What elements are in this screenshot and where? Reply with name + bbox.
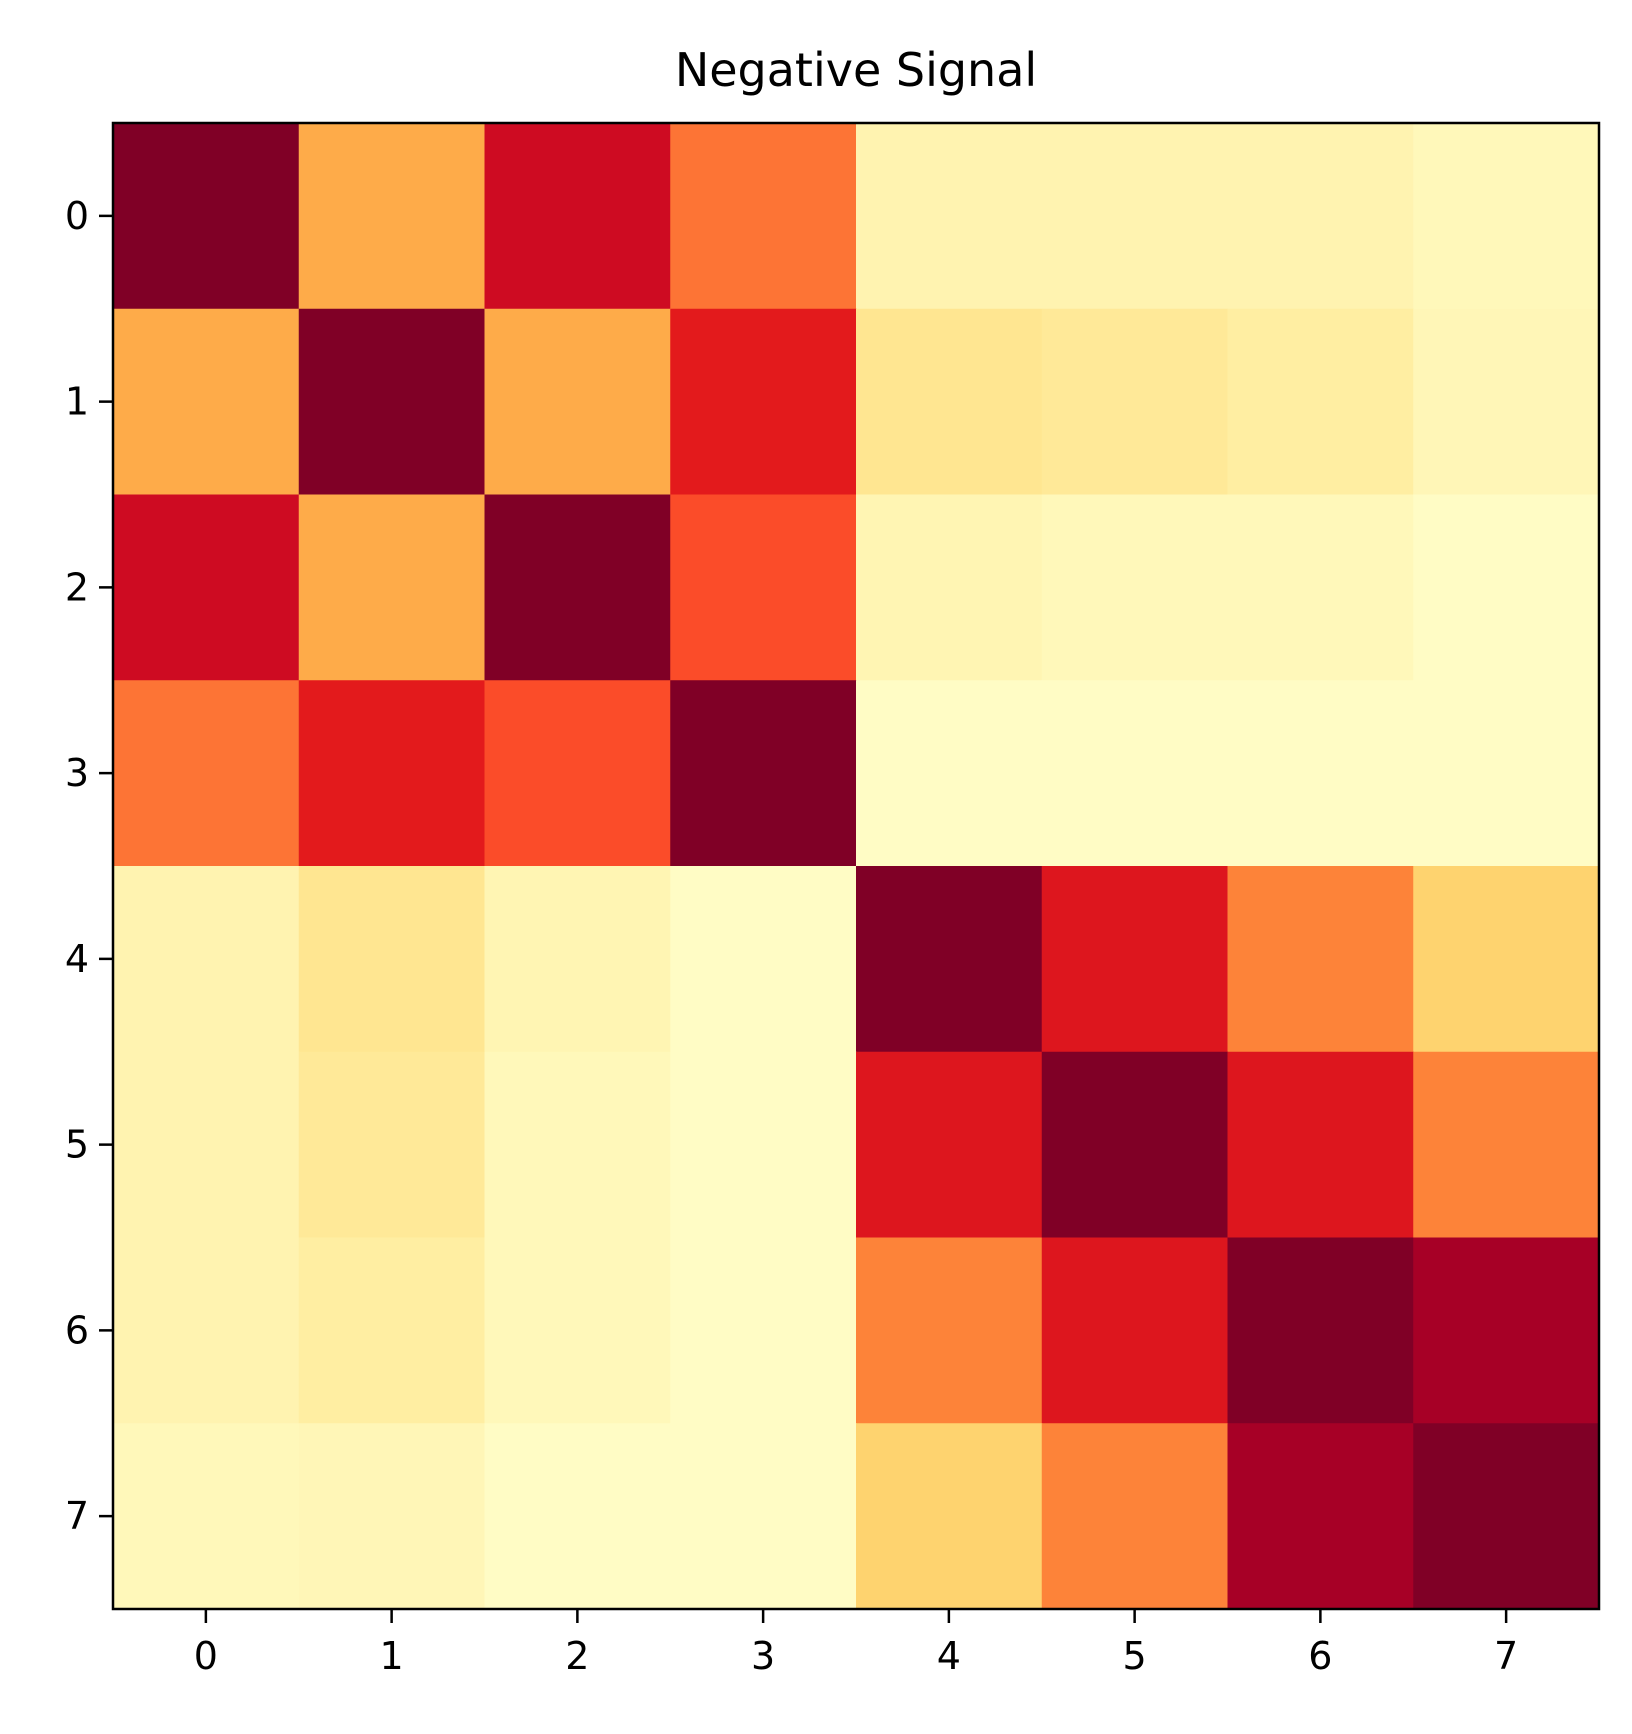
heatmap-cell-r1-c0: [113, 308, 300, 496]
heatmap-cell-r7-c0: [113, 1423, 300, 1610]
plot-frame: [111, 121, 1601, 1611]
heatmap-cell-r1-c7: [1413, 308, 1600, 496]
heatmap-cell-r3-c0: [113, 680, 300, 867]
heatmap-cell-r2-c7: [1413, 494, 1600, 681]
x-tick-label: 1: [380, 1634, 404, 1678]
y-tick-label: 6: [65, 1308, 89, 1352]
x-tick-label: 0: [194, 1634, 218, 1678]
heatmap-cell-r0-c6: [1227, 123, 1414, 310]
heatmap-cell-r6-c3: [670, 1237, 857, 1424]
heatmap-cell-r0-c2: [484, 123, 671, 310]
heatmap-cell-r2-c0: [113, 494, 300, 681]
heatmap-cell-r7-c7: [1413, 1423, 1600, 1610]
heatmap-cell-r4-c3: [670, 866, 857, 1053]
heatmap-cell-r3-c2: [484, 680, 671, 867]
heatmap-cell-r3-c1: [298, 680, 486, 867]
heatmap-cell-r6-c5: [1041, 1237, 1229, 1424]
heatmap-cell-r7-c2: [484, 1423, 671, 1610]
heatmap-cell-r7-c1: [298, 1423, 486, 1610]
heatmap-cell-r7-c3: [670, 1423, 857, 1610]
heatmap-cell-r4-c5: [1041, 866, 1229, 1053]
heatmap-cell-r2-c6: [1227, 494, 1414, 681]
heatmap-cell-r3-c4: [856, 680, 1043, 867]
heatmap-cell-r5-c6: [1227, 1051, 1414, 1239]
x-tick-label: 3: [751, 1634, 775, 1678]
heatmap-cell-r0-c4: [856, 123, 1043, 310]
heatmap-cell-r6-c2: [484, 1237, 671, 1424]
heatmap-cell-r5-c2: [484, 1051, 671, 1239]
heatmap-cell-r5-c5: [1041, 1051, 1229, 1239]
heatmap-cell-r4-c7: [1413, 866, 1600, 1053]
x-tick-label: 7: [1494, 1634, 1518, 1678]
heatmap-cell-r3-c5: [1041, 680, 1229, 867]
x-tick-label: 4: [937, 1634, 961, 1678]
heatmap-cell-r0-c1: [298, 123, 486, 310]
heatmap-cell-r6-c1: [298, 1237, 486, 1424]
heatmap-cell-r4-c2: [484, 866, 671, 1053]
x-tick-label: 2: [565, 1634, 589, 1678]
y-tick-label: 2: [65, 565, 89, 609]
heatmap-cell-r3-c7: [1413, 680, 1600, 867]
heatmap-cell-r0-c3: [670, 123, 857, 310]
x-tick-label: 5: [1123, 1634, 1147, 1678]
heatmap-cell-r1-c2: [484, 308, 671, 496]
heatmap-cell-r5-c1: [298, 1051, 486, 1239]
heatmap-cell-r6-c0: [113, 1237, 300, 1424]
heatmap-cell-r2-c2: [484, 494, 671, 681]
heatmap-cell-r6-c6: [1227, 1237, 1414, 1424]
heatmap-cell-r5-c0: [113, 1051, 300, 1239]
heatmap-cell-r4-c1: [298, 866, 486, 1053]
y-tick-label: 5: [65, 1123, 89, 1167]
y-tick-label: 4: [65, 937, 89, 981]
heatmap-cell-r1-c1: [298, 308, 486, 496]
heatmap-cell-r2-c1: [298, 494, 486, 681]
heatmap-cell-r4-c6: [1227, 866, 1414, 1053]
y-tick-label: 3: [65, 751, 89, 795]
heatmap-cell-r7-c6: [1227, 1423, 1414, 1610]
heatmap-cell-r6-c7: [1413, 1237, 1600, 1424]
heatmap-cell-r3-c6: [1227, 680, 1414, 867]
heatmap-cell-r1-c3: [670, 308, 857, 496]
heatmap-cell-r0-c7: [1413, 123, 1600, 310]
heatmap-cell-r2-c3: [670, 494, 857, 681]
heatmap-cell-r4-c4: [856, 866, 1043, 1053]
y-tick-label: 0: [65, 194, 89, 238]
chart-title: Negative Signal: [675, 43, 1037, 97]
heatmap-cells: [113, 123, 1600, 1610]
heatmap-cell-r4-c0: [113, 866, 300, 1053]
heatmap-cell-r7-c5: [1041, 1423, 1229, 1610]
heatmap-cell-r5-c7: [1413, 1051, 1600, 1239]
axis-ticks: 0 1 2 3 4 5 6 7 0 1 2 3 4 5 6 7: [65, 194, 1518, 1678]
heatmap-cell-r7-c4: [856, 1423, 1043, 1610]
y-tick-label: 7: [65, 1494, 89, 1538]
y-tick-label: 1: [65, 380, 89, 424]
x-tick-label: 6: [1308, 1634, 1332, 1678]
heatmap-cell-r1-c4: [856, 308, 1043, 496]
heatmap-cell-r0-c0: [113, 123, 300, 310]
heatmap-cell-r1-c5: [1041, 308, 1229, 496]
heatmap-cell-r0-c5: [1041, 123, 1229, 310]
heatmap-cell-r6-c4: [856, 1237, 1043, 1424]
heatmap-cell-r1-c6: [1227, 308, 1414, 496]
heatmap-cell-r2-c5: [1041, 494, 1229, 681]
heatmap-cell-r3-c3: [670, 680, 857, 867]
heatmap-cell-r5-c4: [856, 1051, 1043, 1239]
heatmap-cell-r5-c3: [670, 1051, 857, 1239]
heatmap-cell-r2-c4: [856, 494, 1043, 681]
